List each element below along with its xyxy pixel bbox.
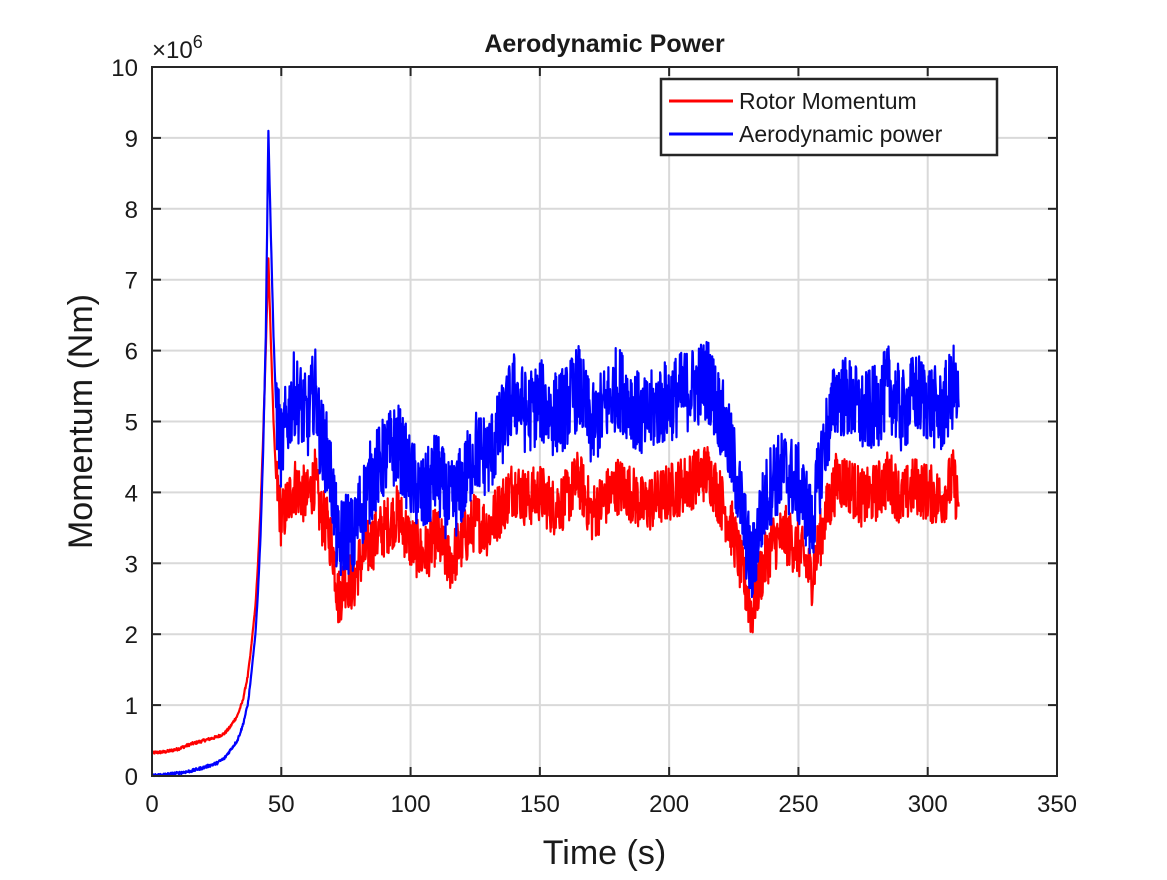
y-tick-label: 6 bbox=[125, 339, 138, 366]
chart-title: Aerodynamic Power bbox=[484, 30, 725, 58]
legend: Rotor Momentum Aerodynamic power bbox=[659, 77, 999, 157]
series-line-rotor-momentum bbox=[151, 257, 960, 755]
legend-label-rotor-momentum: Rotor Momentum bbox=[739, 88, 917, 114]
y-tick-label: 5 bbox=[125, 410, 138, 437]
y-axis-exponent-power: 6 bbox=[193, 32, 203, 52]
y-tick-label: 9 bbox=[125, 126, 138, 153]
legend-label-aerodynamic-power: Aerodynamic power bbox=[739, 121, 943, 147]
x-tick-label: 150 bbox=[520, 791, 560, 818]
x-tick-label: 100 bbox=[391, 791, 431, 818]
y-axis-exponent-base: ×10 bbox=[152, 37, 193, 64]
x-axis-label: Time (s) bbox=[543, 834, 666, 872]
y-tick-label: 8 bbox=[125, 197, 138, 224]
y-tick-label: 1 bbox=[125, 693, 138, 720]
y-tick-label: 10 bbox=[111, 55, 138, 82]
y-tick-label: 7 bbox=[125, 268, 138, 295]
series-line-aerodynamic-power bbox=[151, 129, 960, 778]
x-tick-label: 0 bbox=[145, 791, 158, 818]
y-tick-label: 4 bbox=[125, 480, 138, 507]
y-axis-label: Momentum (Nm) bbox=[62, 294, 100, 549]
y-axis-exponent: ×106 bbox=[152, 32, 203, 64]
x-tick-label: 50 bbox=[268, 791, 295, 818]
plot-series-layer bbox=[151, 129, 960, 778]
y-tick-label: 2 bbox=[125, 622, 138, 649]
x-tick-label: 300 bbox=[908, 791, 948, 818]
y-tick-label: 0 bbox=[125, 764, 138, 791]
x-tick-label: 200 bbox=[649, 791, 689, 818]
axis-ticks: 0 50 100 150 200 250 300 350 0 1 2 3 4 5 6 7 8 9 10 bbox=[111, 55, 1077, 818]
y-tick-label: 3 bbox=[125, 551, 138, 578]
legend-box bbox=[659, 77, 999, 157]
x-tick-label: 350 bbox=[1037, 791, 1077, 818]
x-tick-label: 250 bbox=[778, 791, 818, 818]
